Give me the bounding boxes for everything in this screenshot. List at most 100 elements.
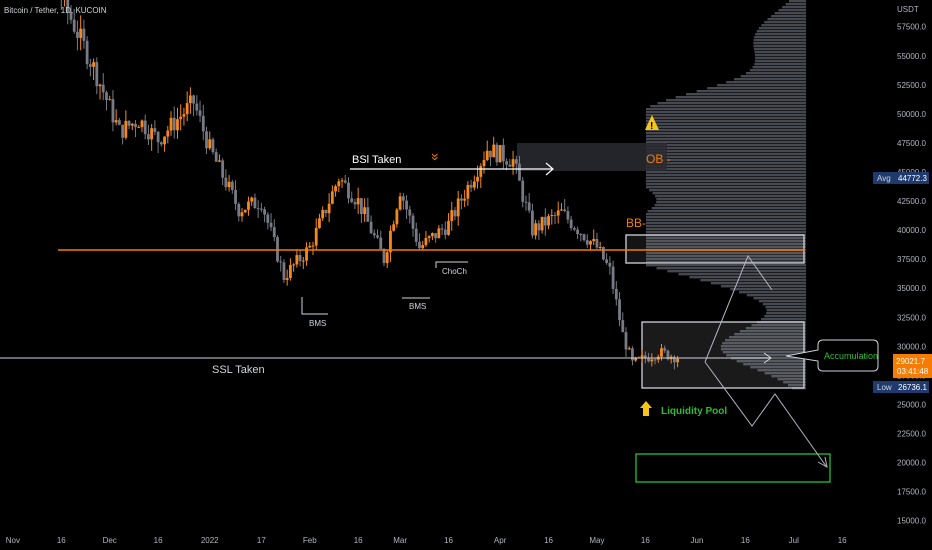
candle-body — [489, 150, 492, 158]
time-tick-label: 16 — [741, 536, 750, 545]
time-tick-label: 16 — [354, 536, 363, 545]
candle-body — [356, 198, 360, 205]
candle-body — [495, 144, 499, 163]
volume-bar — [734, 333, 806, 336]
candle-body — [585, 240, 589, 245]
volume-bar — [707, 87, 806, 90]
volume-bar — [646, 135, 806, 138]
volume-bar — [646, 222, 806, 225]
candle-body — [443, 229, 447, 235]
candle-body — [292, 264, 296, 266]
volume-bar — [646, 168, 806, 171]
low-price-tag: Low 26736.1 — [873, 381, 929, 393]
projection-path-down[interactable] — [704, 361, 827, 467]
choch-label: ChoCh — [442, 267, 467, 276]
price-axis[interactable]: 15000.017500.020000.022500.025000.027500… — [897, 23, 926, 526]
volume-bar — [689, 276, 806, 279]
candle-body — [201, 115, 205, 132]
candle-body — [472, 181, 476, 188]
volume-bar — [646, 144, 806, 147]
candle-body — [188, 95, 192, 104]
candle-body — [550, 215, 554, 217]
candle-body — [408, 209, 412, 216]
volume-bar — [743, 363, 806, 366]
volume-bar — [646, 171, 806, 174]
price-tick-label: 47500.0 — [897, 139, 926, 148]
candle-body — [476, 176, 479, 182]
candle-body — [531, 210, 534, 236]
candle-body — [117, 120, 121, 125]
candle-body — [376, 235, 379, 238]
volume-bar — [753, 297, 806, 300]
candle-body — [369, 221, 373, 234]
volume-bar — [766, 312, 806, 315]
price-tick-label: 57500.0 — [897, 23, 926, 32]
candle-body — [121, 124, 125, 138]
time-tick-label: Jun — [691, 536, 704, 545]
candle-body — [579, 234, 583, 236]
candle-body — [553, 215, 557, 217]
candle-body — [82, 28, 86, 41]
accumulation-callout[interactable] — [785, 339, 879, 372]
currency-label: USDT — [897, 5, 919, 14]
volume-bar — [753, 42, 806, 45]
candle-body — [330, 191, 334, 204]
candle-body — [485, 150, 489, 161]
candle-body — [243, 209, 247, 213]
candle-body — [469, 184, 473, 188]
candle-body — [147, 134, 150, 140]
candle-body — [108, 99, 112, 101]
candle-body — [230, 181, 234, 190]
bsl-taken-label: BSl Taken — [352, 154, 401, 166]
candle-body — [324, 210, 328, 214]
candle-body — [418, 241, 421, 249]
candle-body — [450, 210, 454, 221]
volume-bar — [777, 378, 806, 381]
candle-body — [598, 247, 602, 249]
volume-bar — [764, 315, 806, 318]
ob-label: OB - — [646, 152, 671, 166]
price-tick-label: 22500.0 — [897, 430, 926, 439]
accumulation-range-box[interactable] — [641, 321, 805, 389]
volume-bar — [646, 180, 806, 183]
order-block-zone[interactable] — [517, 143, 667, 171]
double-chevron-icon: » — [428, 153, 444, 161]
liquidity-target-box[interactable] — [635, 453, 831, 483]
candle-body — [253, 197, 257, 209]
volume-bar — [729, 336, 806, 339]
candles — [60, 0, 680, 370]
candle-body — [143, 120, 147, 135]
volume-bar — [755, 33, 806, 36]
candle-body — [130, 123, 134, 126]
ssl-arrowhead — [763, 352, 772, 364]
candle-body — [208, 139, 212, 149]
volume-bar — [767, 18, 806, 21]
volume-bar — [646, 165, 806, 168]
candle-body — [163, 136, 166, 145]
volume-bar — [647, 210, 806, 213]
symbol-title[interactable]: Bitcoin / Tether, 1D, KUCOIN — [4, 6, 107, 15]
volume-bar — [646, 243, 806, 246]
candle-body — [514, 159, 518, 164]
candle-body — [672, 356, 676, 363]
candle-body — [88, 64, 92, 67]
candle-body — [205, 131, 208, 149]
volume-bar — [646, 231, 806, 234]
time-tick-label: 16 — [57, 536, 66, 545]
time-tick-label: Apr — [494, 536, 507, 545]
time-axis[interactable]: Nov 16 Dec 16 2022 17 Feb 16 Mar 16 Apr 16 May 16 Jun 1… — [6, 536, 847, 545]
volume-bar — [646, 132, 806, 135]
candle-body — [295, 255, 299, 265]
volume-bar — [789, 0, 806, 3]
volume-bar — [654, 204, 806, 207]
candle-body — [211, 139, 215, 153]
avg-price-tag: Avg 44772.3 — [873, 172, 929, 184]
candle-body — [153, 128, 157, 132]
candle-body — [314, 227, 318, 246]
time-tick-label: 2022 — [201, 536, 219, 545]
projection-path[interactable] — [704, 254, 773, 363]
candle-body — [434, 233, 438, 239]
breaker-block-box[interactable] — [625, 234, 805, 264]
candle-body — [508, 164, 512, 167]
